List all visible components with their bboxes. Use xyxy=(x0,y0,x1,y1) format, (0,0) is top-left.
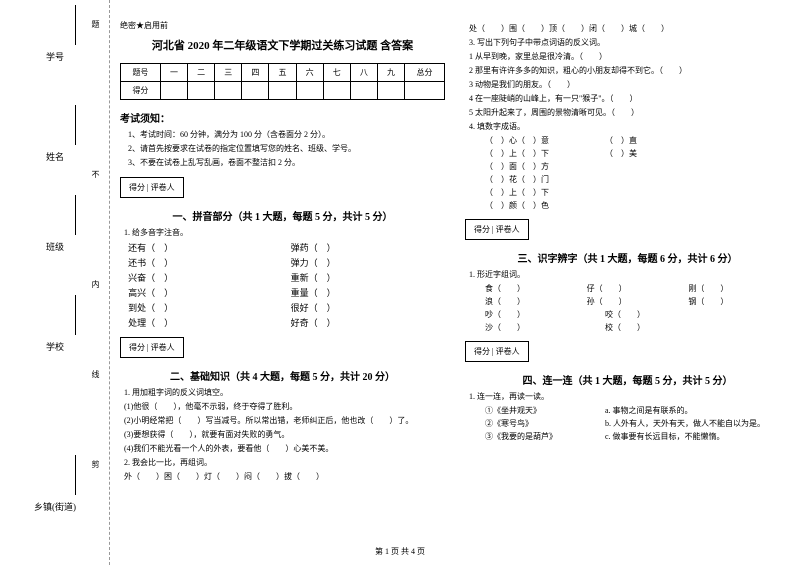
pinyin-row: 兴奋（ ）重新（ ） xyxy=(120,271,445,284)
left-column: 绝密★启用前 河北省 2020 年二年级语文下学期过关练习试题 含答案 题号一二… xyxy=(120,20,445,485)
char-row: 沙（ ）校（ ） xyxy=(465,322,790,333)
question-text: 2. 我会比一比，再组词。 xyxy=(120,457,445,468)
notice-title: 考试须知： xyxy=(120,110,445,125)
exam-title: 河北省 2020 年二年级语文下学期过关练习试题 含答案 xyxy=(120,37,445,53)
section-1-title: 一、拼音部分（共 1 大题，每题 5 分，共计 5 分） xyxy=(120,208,445,223)
score-mini-box: 得分 | 评卷人 xyxy=(120,177,184,198)
section-3-title: 三、识字辨字（共 1 大题，每题 6 分，共计 6 分） xyxy=(465,250,790,265)
page-footer: 第 1 页 共 4 页 xyxy=(0,546,800,557)
field-school: 学校 xyxy=(20,340,90,353)
section-4-title: 四、连一连（共 1 大题，每题 5 分，共计 5 分） xyxy=(465,372,790,387)
notice-item: 1、考试时间：60 分钟，满分为 100 分（含卷面分 2 分）。 xyxy=(120,129,445,140)
dot-mark: 题 xyxy=(90,20,101,43)
dot-mark: 不 xyxy=(90,170,101,193)
char-row: 食（ ）仔（ ）刚（ ） xyxy=(465,283,790,294)
sub-item: 5 太阳升起来了，周围的景物清晰可见。（ ） xyxy=(465,107,790,118)
question-text: 1. 形近字组词。 xyxy=(465,269,790,280)
sub-item: (4)我们不能光看一个人的外表，要看他（ ）心美不美。 xyxy=(120,443,445,454)
question-text: 1. 连一连，再读一读。 xyxy=(465,391,790,402)
pinyin-row: 处理（ ）好奇（ ） xyxy=(120,316,445,329)
char-row: （ ）上（ ）下 xyxy=(465,187,790,198)
score-mini-box: 得分 | 评卷人 xyxy=(465,341,529,362)
table-row: 题号一二三四五六七八九总分 xyxy=(121,64,445,82)
field-name: 姓名 xyxy=(20,150,90,163)
match-row: ①《坐井观天》a. 事物之间是有联系的。 xyxy=(465,405,790,416)
pinyin-row: 还书（ ）弹力（ ） xyxy=(120,256,445,269)
question-text: 3. 写出下列句子中带点词语的反义词。 xyxy=(465,37,790,48)
char-row: （ ）心（ ）意（ ）直 xyxy=(465,135,790,146)
char-row: 吵（ ）咬（ ） xyxy=(465,309,790,320)
sub-item: (1)他很（ ），他毫不示弱，终于夺得了胜利。 xyxy=(120,401,445,412)
dot-mark: 线 xyxy=(90,370,101,393)
notice-item: 3、不要在试卷上乱写乱画，卷面不整洁扣 2 分。 xyxy=(120,157,445,168)
field-town: 乡镇(街道) xyxy=(20,500,90,513)
field-class: 班级 xyxy=(20,240,90,253)
sub-item: (2)小明经常把（ ）写当减号。所以常出错，老师纠正后，他也改（ ）了。 xyxy=(120,415,445,426)
sub-item: 处（ ）围（ ）顶（ ）闭（ ）城（ ） xyxy=(465,23,790,34)
sub-item: (3)要想获得（ ），就要有面对失败的勇气。 xyxy=(120,429,445,440)
main-content: 绝密★启用前 河北省 2020 年二年级语文下学期过关练习试题 含答案 题号一二… xyxy=(120,20,790,485)
sub-item: 1 从早到晚，家里总是很冷清。（ ） xyxy=(465,51,790,62)
sub-item: 4 在一座陡峭的山峰上，有一只"猴子"。（ ） xyxy=(465,93,790,104)
field-student-id: 学号 xyxy=(20,50,90,63)
match-row: ③《我要的是葫芦》c. 做事要有长远目标，不能懒惰。 xyxy=(465,431,790,442)
binding-sidebar: 学号 姓名 班级 学校 乡镇(街道) 题 不 内 线 剪 xyxy=(0,0,110,565)
dot-mark: 内 xyxy=(90,280,101,303)
secret-tag: 绝密★启用前 xyxy=(120,20,445,31)
score-table: 题号一二三四五六七八九总分 得分 xyxy=(120,63,445,100)
char-row: （ ）上（ ）下（ ）美 xyxy=(465,148,790,159)
char-row: （ ）颜（ ）色 xyxy=(465,200,790,211)
pinyin-row: 还有（ ）弹药（ ） xyxy=(120,241,445,254)
pinyin-row: 高兴（ ）重量（ ） xyxy=(120,286,445,299)
question-text: 4. 填数字成语。 xyxy=(465,121,790,132)
score-mini-box: 得分 | 评卷人 xyxy=(465,219,529,240)
char-row: （ ）面（ ）方 xyxy=(465,161,790,172)
section-2-title: 二、基础知识（共 4 大题，每题 5 分，共计 20 分） xyxy=(120,368,445,383)
question-text: 1. 给多音字注音。 xyxy=(120,227,445,238)
score-mini-box: 得分 | 评卷人 xyxy=(120,337,184,358)
char-row: 浪（ ）孙（ ）钢（ ） xyxy=(465,296,790,307)
sub-item: 外（ ）困（ ）灯（ ）闷（ ）拔（ ） xyxy=(120,471,445,482)
match-row: ②《寒号鸟》b. 人外有人，天外有天，做人不能自以为是。 xyxy=(465,418,790,429)
dot-mark: 剪 xyxy=(90,460,101,483)
right-column: 处（ ）围（ ）顶（ ）闭（ ）城（ ） 3. 写出下列句子中带点词语的反义词。… xyxy=(465,20,790,485)
sub-item: 3 动物是我们的朋友。（ ） xyxy=(465,79,790,90)
table-row: 得分 xyxy=(121,82,445,100)
pinyin-row: 到处（ ）很好（ ） xyxy=(120,301,445,314)
notice-item: 2、请首先按要求在试卷的指定位置填写您的姓名、班级、学号。 xyxy=(120,143,445,154)
question-text: 1. 用加粗字词的反义词填空。 xyxy=(120,387,445,398)
sub-item: 2 那里有许许多多的知识，粗心的小朋友却得不到它。（ ） xyxy=(465,65,790,76)
char-row: （ ）花（ ）门 xyxy=(465,174,790,185)
